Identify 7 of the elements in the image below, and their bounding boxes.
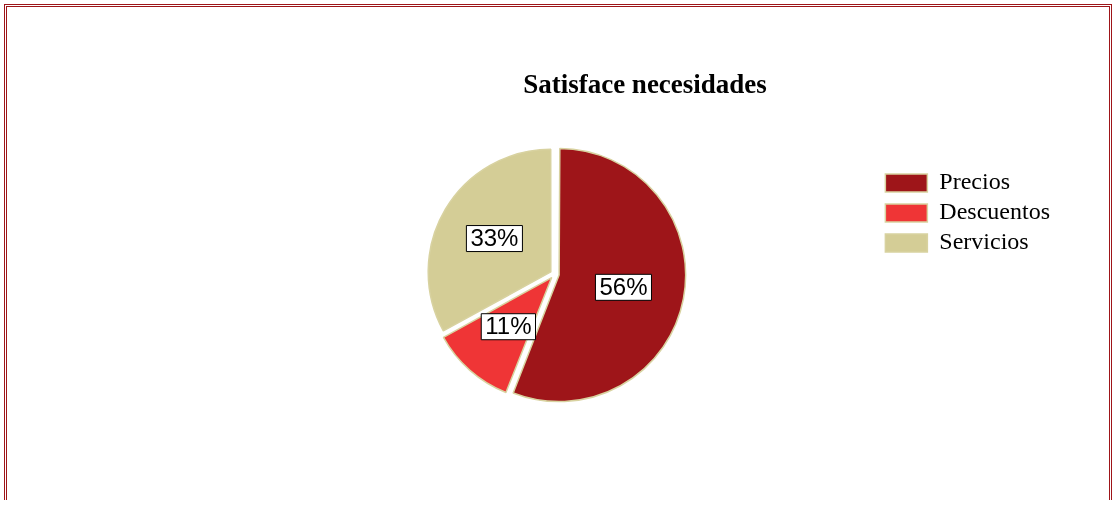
data-label: 56% [599, 272, 648, 300]
legend-label: Precios [939, 168, 1011, 195]
data-label: 11% [485, 312, 532, 340]
legend-label: Servicios [939, 228, 1029, 255]
data-label: 33% [470, 224, 519, 252]
legend-label: Descuentos [939, 198, 1050, 225]
chart-title: Satisface necesidades [523, 69, 767, 100]
